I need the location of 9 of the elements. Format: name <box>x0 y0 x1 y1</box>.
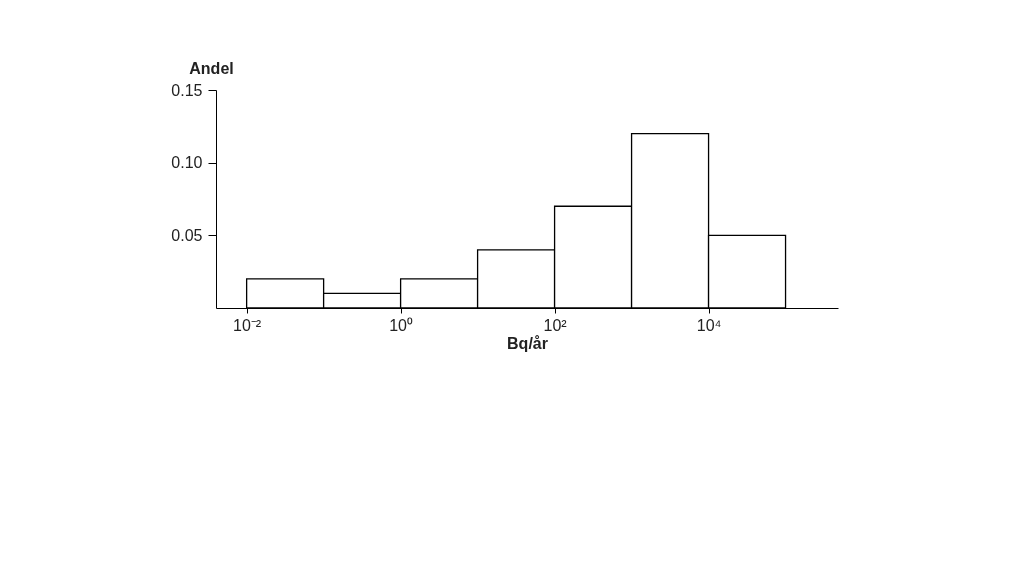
y-axis-title: Andel <box>189 59 234 77</box>
x-tick-label: 10⁰ <box>389 316 414 334</box>
y-tick-label: 0.10 <box>171 154 203 172</box>
x-axis-title: Bq/år <box>507 334 548 352</box>
x-tick-label: 10² <box>543 316 568 334</box>
y-tick-label: 0.05 <box>171 226 203 244</box>
x-tick-label: 10⁻² <box>233 316 262 334</box>
y-tick-label: 0.15 <box>171 81 203 99</box>
x-tick-label: 10⁴ <box>696 316 722 334</box>
